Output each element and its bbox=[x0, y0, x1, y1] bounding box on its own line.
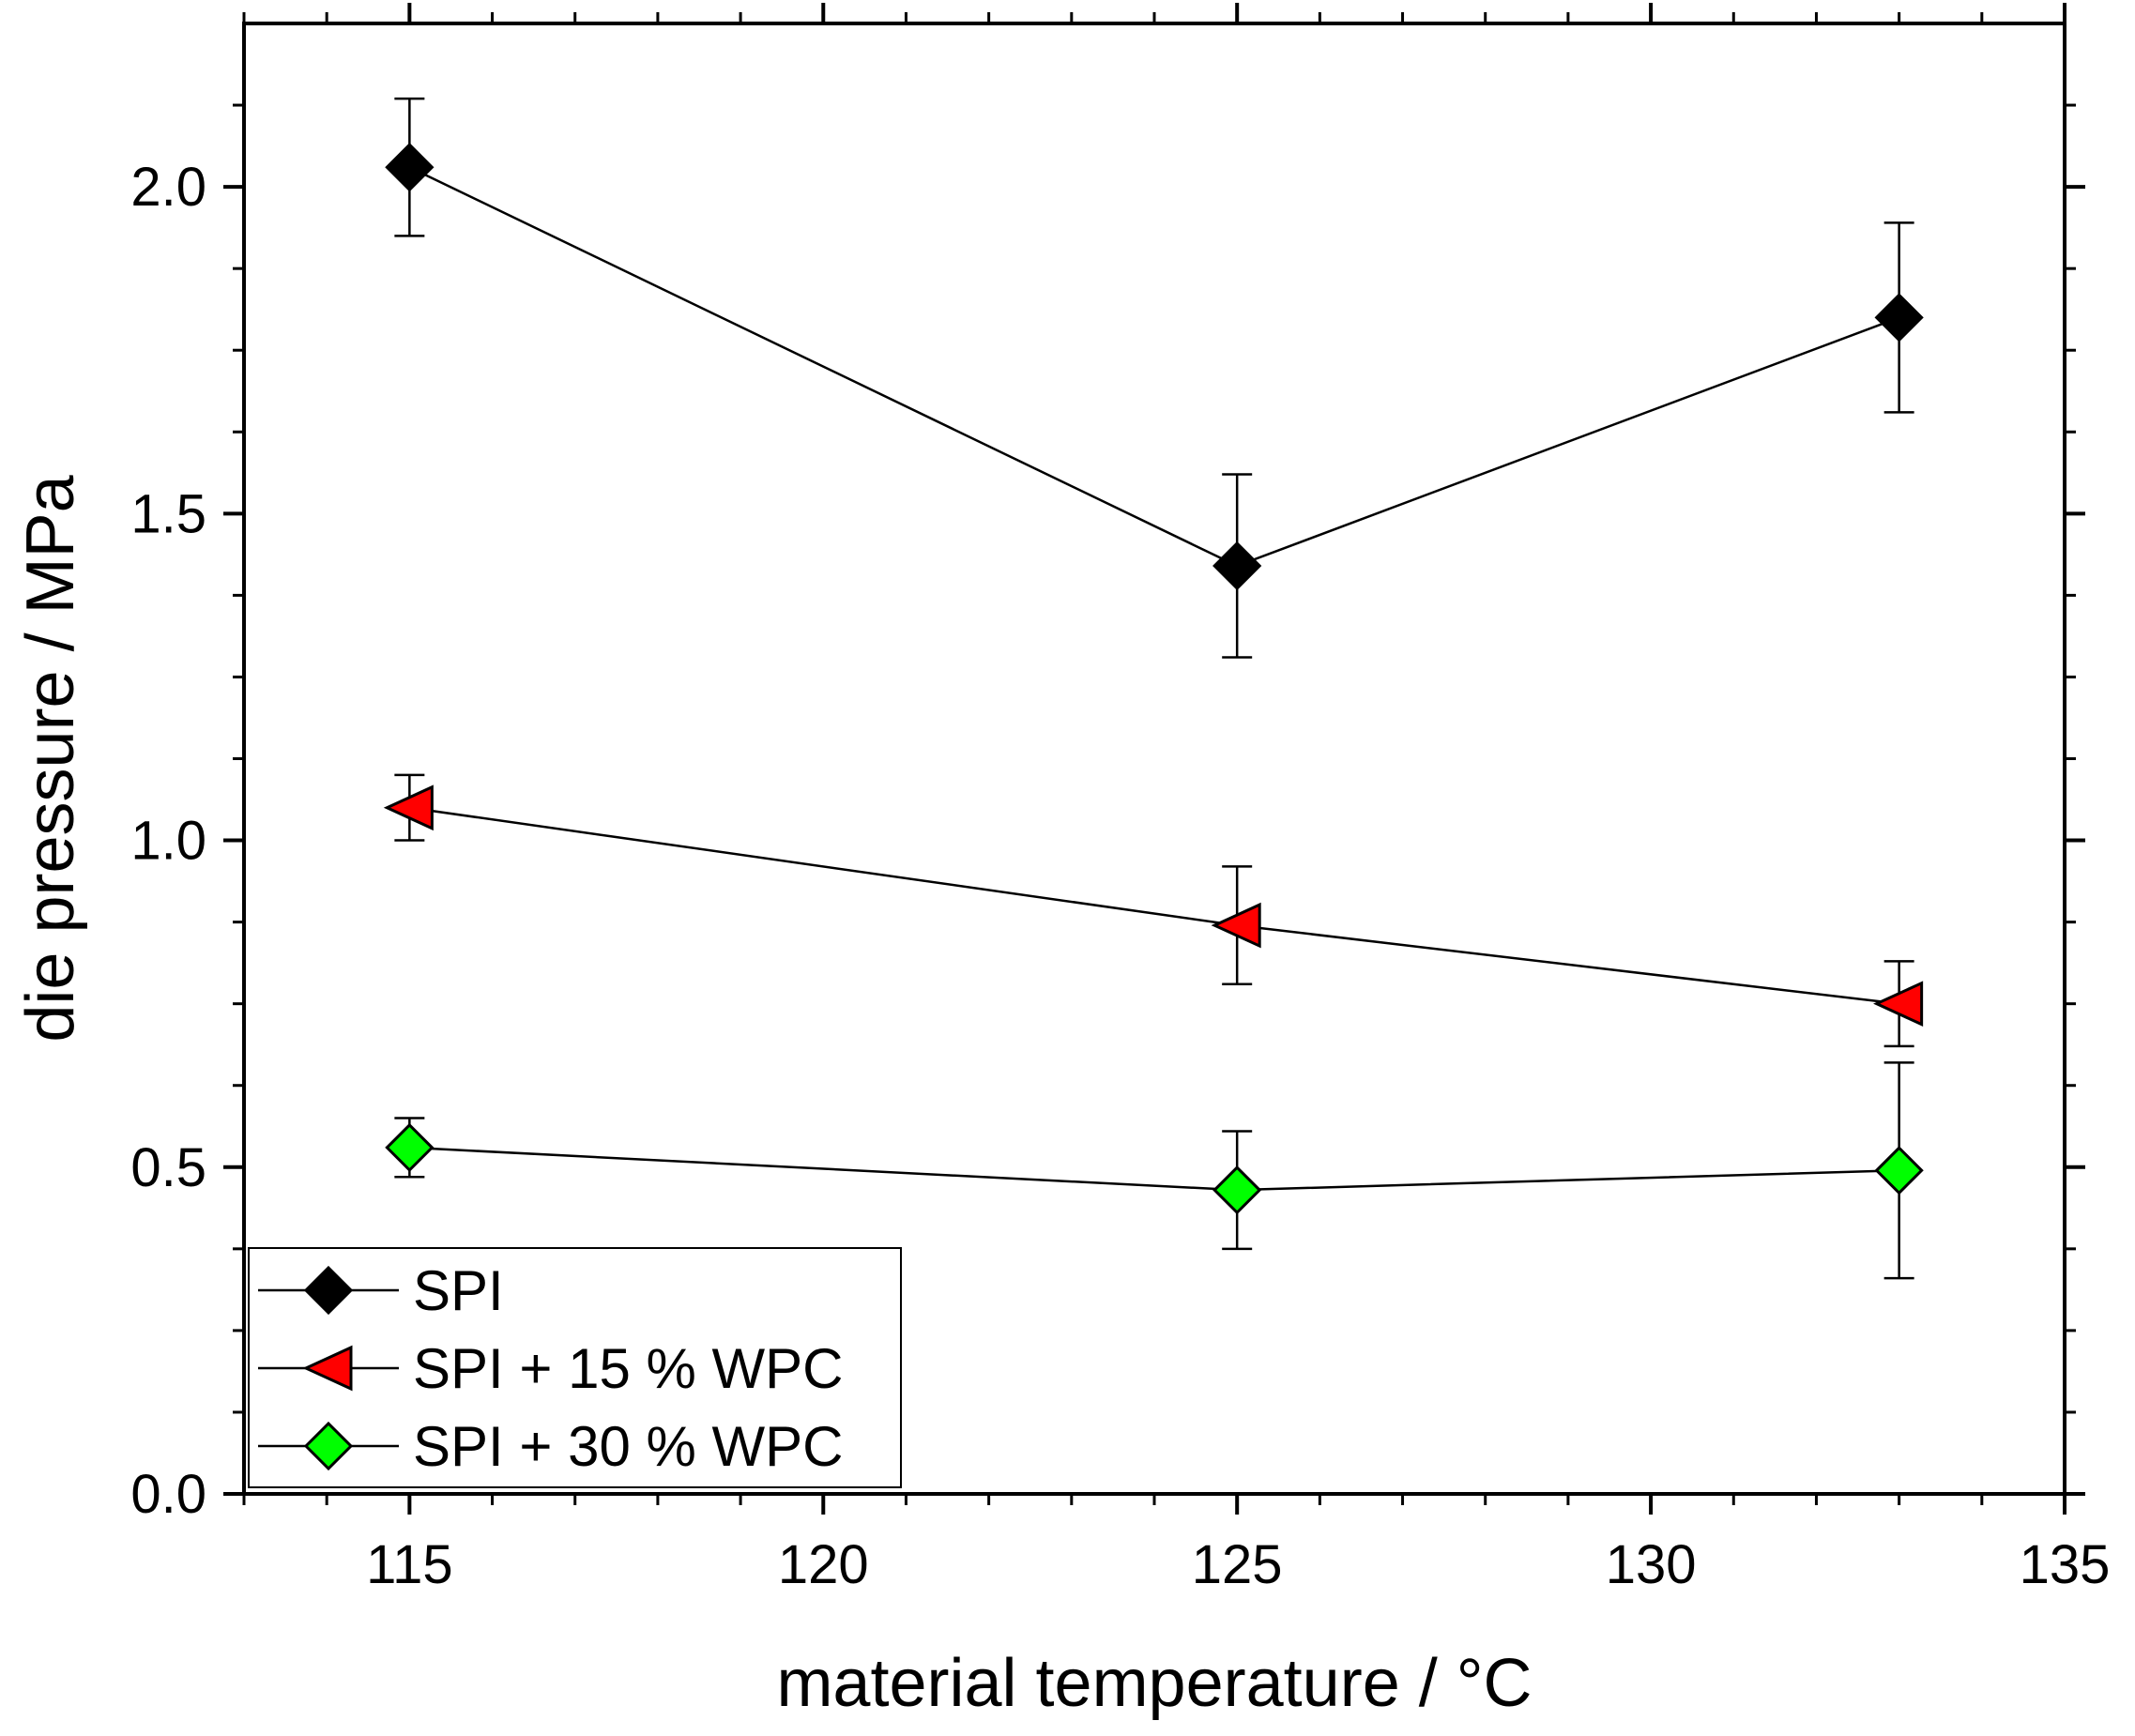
data-point bbox=[1874, 1146, 1924, 1195]
x-axis-title: material temperature / °C bbox=[776, 1646, 1532, 1721]
series-line bbox=[409, 806, 1899, 1005]
legend-marker bbox=[303, 1421, 354, 1471]
legend-label: SPI bbox=[413, 1259, 504, 1322]
series-2 bbox=[383, 773, 1924, 1048]
series-line bbox=[409, 1146, 1899, 1192]
x-tick-label: 135 bbox=[2020, 1534, 2111, 1595]
data-point bbox=[1211, 902, 1261, 949]
data-point bbox=[1873, 981, 1924, 1028]
legend-marker bbox=[303, 1265, 354, 1316]
data-point bbox=[385, 143, 435, 192]
y-tick-label: 1.0 bbox=[130, 811, 206, 872]
y-axis-title: die pressure / MPa bbox=[13, 474, 88, 1042]
y-tick-label: 2.0 bbox=[130, 157, 206, 218]
series-3 bbox=[385, 1061, 1924, 1280]
legend-item: SPI bbox=[258, 1259, 504, 1322]
series-1 bbox=[385, 97, 1924, 659]
legend: SPI SPI + 15 % WPC SPI + 30 % WPC bbox=[248, 1247, 902, 1488]
data-point bbox=[1212, 1165, 1262, 1215]
series-layer bbox=[383, 97, 1924, 1280]
x-tick-label: 125 bbox=[1192, 1534, 1283, 1595]
tick-labels: 115 120 125 130 135 0.0 0.5 1.0 1.5 2.0 bbox=[130, 157, 2110, 1595]
y-tick-label: 0.5 bbox=[130, 1137, 206, 1198]
data-point bbox=[1212, 541, 1262, 591]
plot-area-frame bbox=[242, 22, 2066, 1496]
series-line bbox=[408, 166, 1900, 568]
legend-marker bbox=[302, 1345, 353, 1392]
data-point bbox=[1874, 293, 1924, 343]
legend-label: SPI + 15 % WPC bbox=[413, 1337, 844, 1400]
legend-item: SPI + 30 % WPC bbox=[258, 1415, 844, 1478]
legend-item: SPI + 15 % WPC bbox=[258, 1337, 844, 1400]
legend-label: SPI + 30 % WPC bbox=[413, 1415, 844, 1478]
y-tick-label: 1.5 bbox=[130, 483, 206, 544]
x-tick-label: 115 bbox=[366, 1534, 452, 1595]
data-point bbox=[385, 1122, 435, 1173]
x-tick-label: 120 bbox=[778, 1534, 869, 1595]
x-tick-label: 130 bbox=[1606, 1534, 1697, 1595]
data-point bbox=[383, 784, 434, 831]
y-tick-label: 0.0 bbox=[130, 1464, 206, 1525]
